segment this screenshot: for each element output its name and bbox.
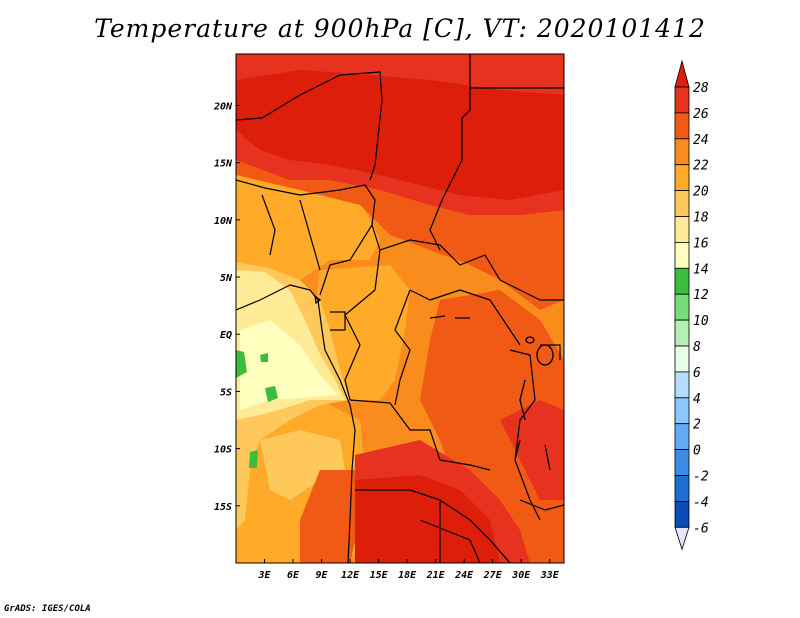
lat-tick-label: 20N xyxy=(213,101,233,112)
colorbar-label: 28 xyxy=(693,81,709,96)
colorbar-swatch xyxy=(674,500,690,528)
colorbar-label: 26 xyxy=(693,107,709,122)
colorbar-label: 4 xyxy=(693,392,701,407)
colorbar-swatch xyxy=(674,293,690,321)
lon-axis: 3E 6E 9E 12E 15E 18E 21E 24E 27E 30E 33E xyxy=(257,559,560,581)
colorbar-swatch xyxy=(674,423,690,451)
colorbar-swatch xyxy=(674,267,690,295)
colorbar-bottom-arrow xyxy=(674,526,690,551)
colorbar-label: 12 xyxy=(693,288,709,303)
lon-tick-label: 6E xyxy=(287,570,300,581)
colorbar-label: -2 xyxy=(693,470,709,485)
colorbar-swatch xyxy=(674,449,690,476)
chart-title: Temperature at 900hPa [C], VT: 202010141… xyxy=(94,14,706,43)
band-26-28-east xyxy=(500,400,564,500)
band-12-14-a xyxy=(236,350,247,378)
colorbar-label: 2 xyxy=(693,418,701,433)
temperature-field xyxy=(236,54,564,563)
colorbar-swatch xyxy=(674,164,690,191)
lat-tick-label: 5S xyxy=(220,387,232,398)
credit-label: GrADS: IGES/COLA xyxy=(4,604,91,614)
band-24-26-north xyxy=(236,150,564,310)
band-14-16 xyxy=(240,320,338,410)
lon-tick-label: 24E xyxy=(454,570,474,581)
colorbar-label: -4 xyxy=(693,495,709,510)
lat-tick-label: 5N xyxy=(220,273,233,284)
lat-tick-label: 10S xyxy=(214,445,232,456)
lon-tick-label: 9E xyxy=(316,570,329,581)
lat-axis: 20N 15N 10N 5N EQ 5S 10S 15S xyxy=(213,101,240,513)
lon-tick-label: 12E xyxy=(341,570,360,581)
colorbar-label: 22 xyxy=(693,159,709,174)
colorbar-swatch xyxy=(674,319,690,347)
lon-tick-label: 15E xyxy=(370,570,389,581)
colorbar-swatch xyxy=(674,112,690,140)
country-borders xyxy=(236,54,564,563)
lon-tick-label: 33E xyxy=(540,570,560,581)
band-12-14-d xyxy=(260,353,268,362)
colorbar-label: 8 xyxy=(693,340,701,355)
band-above-28-sahel xyxy=(236,70,564,200)
colorbar-label: 6 xyxy=(693,366,701,381)
colorbar-label: 14 xyxy=(693,262,709,277)
colorbar-swatch xyxy=(674,138,690,166)
colorbar-swatch xyxy=(674,86,690,114)
band-12-14-b xyxy=(265,386,278,402)
lon-tick-label: 18E xyxy=(398,570,417,581)
colorbar-swatch xyxy=(674,371,690,399)
band-18-20-south xyxy=(260,430,345,500)
band-24-26-sw xyxy=(300,470,360,563)
colorbar-top-arrow xyxy=(674,59,690,88)
colorbar-label: 0 xyxy=(693,444,701,459)
colorbar-label: 20 xyxy=(693,185,709,200)
colorbar-label: 10 xyxy=(693,314,709,329)
colorbar-label: 24 xyxy=(693,133,709,148)
colorbar-swatch xyxy=(674,216,690,243)
plot-frame xyxy=(235,53,565,564)
colorbar-swatch xyxy=(674,190,690,217)
colorbar-label: -6 xyxy=(693,521,709,536)
lat-tick-label: 15N xyxy=(214,159,233,170)
lat-tick-label: 15S xyxy=(214,502,232,513)
lakes xyxy=(314,294,554,471)
colorbar-swatch xyxy=(674,475,690,502)
lon-tick-label: 27E xyxy=(483,570,503,581)
colorbar-swatch xyxy=(674,397,690,425)
colorbar-swatch xyxy=(674,345,690,373)
lat-tick-label: EQ xyxy=(220,330,232,341)
lon-tick-label: 3E xyxy=(257,570,271,581)
lat-tick-label: 10N xyxy=(214,216,233,227)
band-12-14-c xyxy=(249,450,258,468)
colorbar-label: 18 xyxy=(693,211,709,226)
colorbar-label: 16 xyxy=(693,236,709,251)
colorbar-swatch xyxy=(674,241,690,269)
lon-tick-label: 30E xyxy=(511,570,531,581)
band-above-28-kalahari xyxy=(355,475,500,563)
lon-tick-label: 21E xyxy=(426,570,446,581)
